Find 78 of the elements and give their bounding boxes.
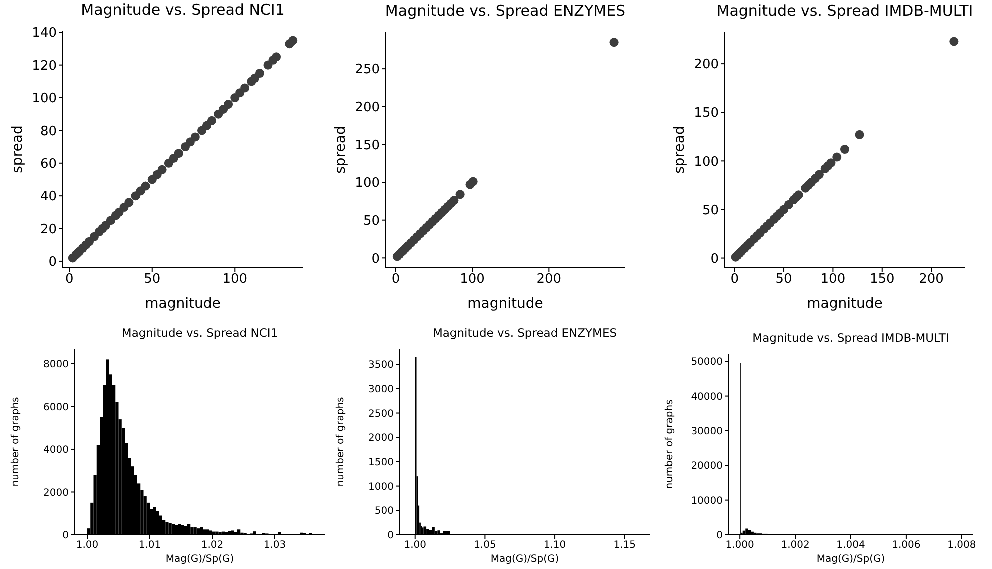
chart-title: Magnitude vs. Spread NCI1	[122, 326, 278, 340]
y-axis-title: number of graphs	[10, 397, 22, 487]
y-tick-label: 250	[355, 62, 380, 78]
y-tick-label: 140	[32, 26, 57, 42]
y-tick-label: 2000	[44, 488, 69, 499]
y-tick-label: 0	[716, 530, 723, 542]
x-axis-title: magnitude	[468, 296, 544, 312]
y-tick-label: 0	[372, 252, 380, 267]
y-axis-title: spread	[672, 126, 688, 174]
x-tick-label: 150	[870, 272, 895, 288]
x-tick-label: 1.05	[474, 540, 496, 552]
y-tick-label: 100	[355, 176, 380, 192]
x-tick-label: 1.006	[892, 540, 921, 552]
x-tick-label: 1.03	[264, 540, 286, 552]
x-tick-label: 1.002	[781, 540, 810, 552]
y-axis-title: spread	[332, 126, 349, 174]
chart-title: Magnitude vs. Spread IMDB-MULTI	[716, 2, 974, 20]
y-tick-label: 0	[710, 252, 719, 267]
y-tick-label: 60	[40, 157, 57, 172]
x-axis-title: Mag(G)/Sp(G)	[490, 554, 560, 565]
y-tick-label: 150	[694, 106, 719, 122]
y-tick-label: 30000	[691, 426, 723, 438]
y-tick-label: 50	[363, 214, 380, 229]
x-axis-title: magnitude	[145, 296, 221, 312]
y-tick-label: 50	[702, 203, 719, 218]
x-axis-title: Mag(G)/Sp(G)	[816, 554, 886, 565]
y-tick-label: 100	[694, 154, 719, 170]
x-tick-label: 1.008	[948, 540, 976, 552]
x-tick-label: 50	[776, 272, 792, 288]
chart-title: Magnitude vs. Spread ENZYMES	[385, 2, 626, 20]
x-tick-label: 1.004	[836, 540, 866, 552]
y-tick-label: 0	[62, 530, 69, 542]
x-tick-label: 1.01	[138, 540, 162, 552]
y-axis-title: number of graphs	[664, 400, 676, 490]
y-tick-label: 1500	[368, 458, 394, 469]
y-tick-label: 200	[355, 100, 380, 116]
y-tick-label: 0	[388, 530, 394, 542]
x-tick-label: 1.10	[544, 540, 566, 552]
x-axis-title: magnitude	[807, 296, 883, 312]
y-tick-label: 200	[694, 58, 719, 73]
x-tick-label: 200	[919, 272, 944, 288]
x-tick-label: 1.00	[76, 540, 99, 552]
x-tick-label: 1.000	[726, 540, 754, 552]
y-tick-label: 8000	[44, 360, 69, 371]
x-tick-label: 1.02	[201, 540, 224, 552]
x-tick-label: 100	[460, 272, 485, 288]
y-tick-label: 40	[40, 190, 57, 205]
y-tick-label: 2000	[368, 433, 394, 444]
x-tick-label: 200	[536, 272, 562, 288]
y-tick-label: 3500	[368, 360, 394, 372]
y-tick-label: 10000	[691, 496, 723, 507]
x-tick-label: 100	[820, 272, 846, 288]
y-tick-label: 100	[32, 92, 57, 107]
y-axis-title: spread	[10, 126, 26, 174]
y-tick-label: 40000	[691, 392, 723, 403]
x-tick-label: 1.00	[404, 540, 426, 552]
y-tick-label: 150	[355, 138, 380, 154]
y-tick-label: 2500	[368, 408, 394, 420]
chart-title: Magnitude vs. Spread ENZYMES	[432, 326, 618, 340]
chart-title: Magnitude vs. Spread NCI1	[81, 1, 285, 19]
y-tick-label: 50000	[691, 357, 723, 368]
y-tick-label: 4000	[44, 445, 69, 456]
x-tick-label: 1.15	[614, 540, 636, 552]
y-tick-label: 0	[48, 255, 57, 270]
y-tick-label: 500	[374, 506, 394, 518]
y-tick-label: 3000	[368, 384, 394, 396]
x-tick-label: 50	[144, 272, 161, 288]
y-tick-label: 20	[40, 222, 57, 238]
x-tick-label: 100	[222, 272, 248, 288]
x-tick-label: 0	[730, 272, 739, 288]
y-tick-label: 120	[32, 58, 57, 74]
y-axis-title: number of graphs	[336, 397, 347, 487]
chart-title: Magnitude vs. Spread IMDB-MULTI	[752, 331, 950, 345]
x-axis-title: Mag(G)/Sp(G)	[166, 554, 234, 565]
y-tick-label: 1000	[368, 482, 394, 493]
y-tick-label: 20000	[691, 461, 723, 472]
y-tick-label: 80	[40, 124, 57, 140]
y-tick-label: 6000	[44, 402, 69, 414]
